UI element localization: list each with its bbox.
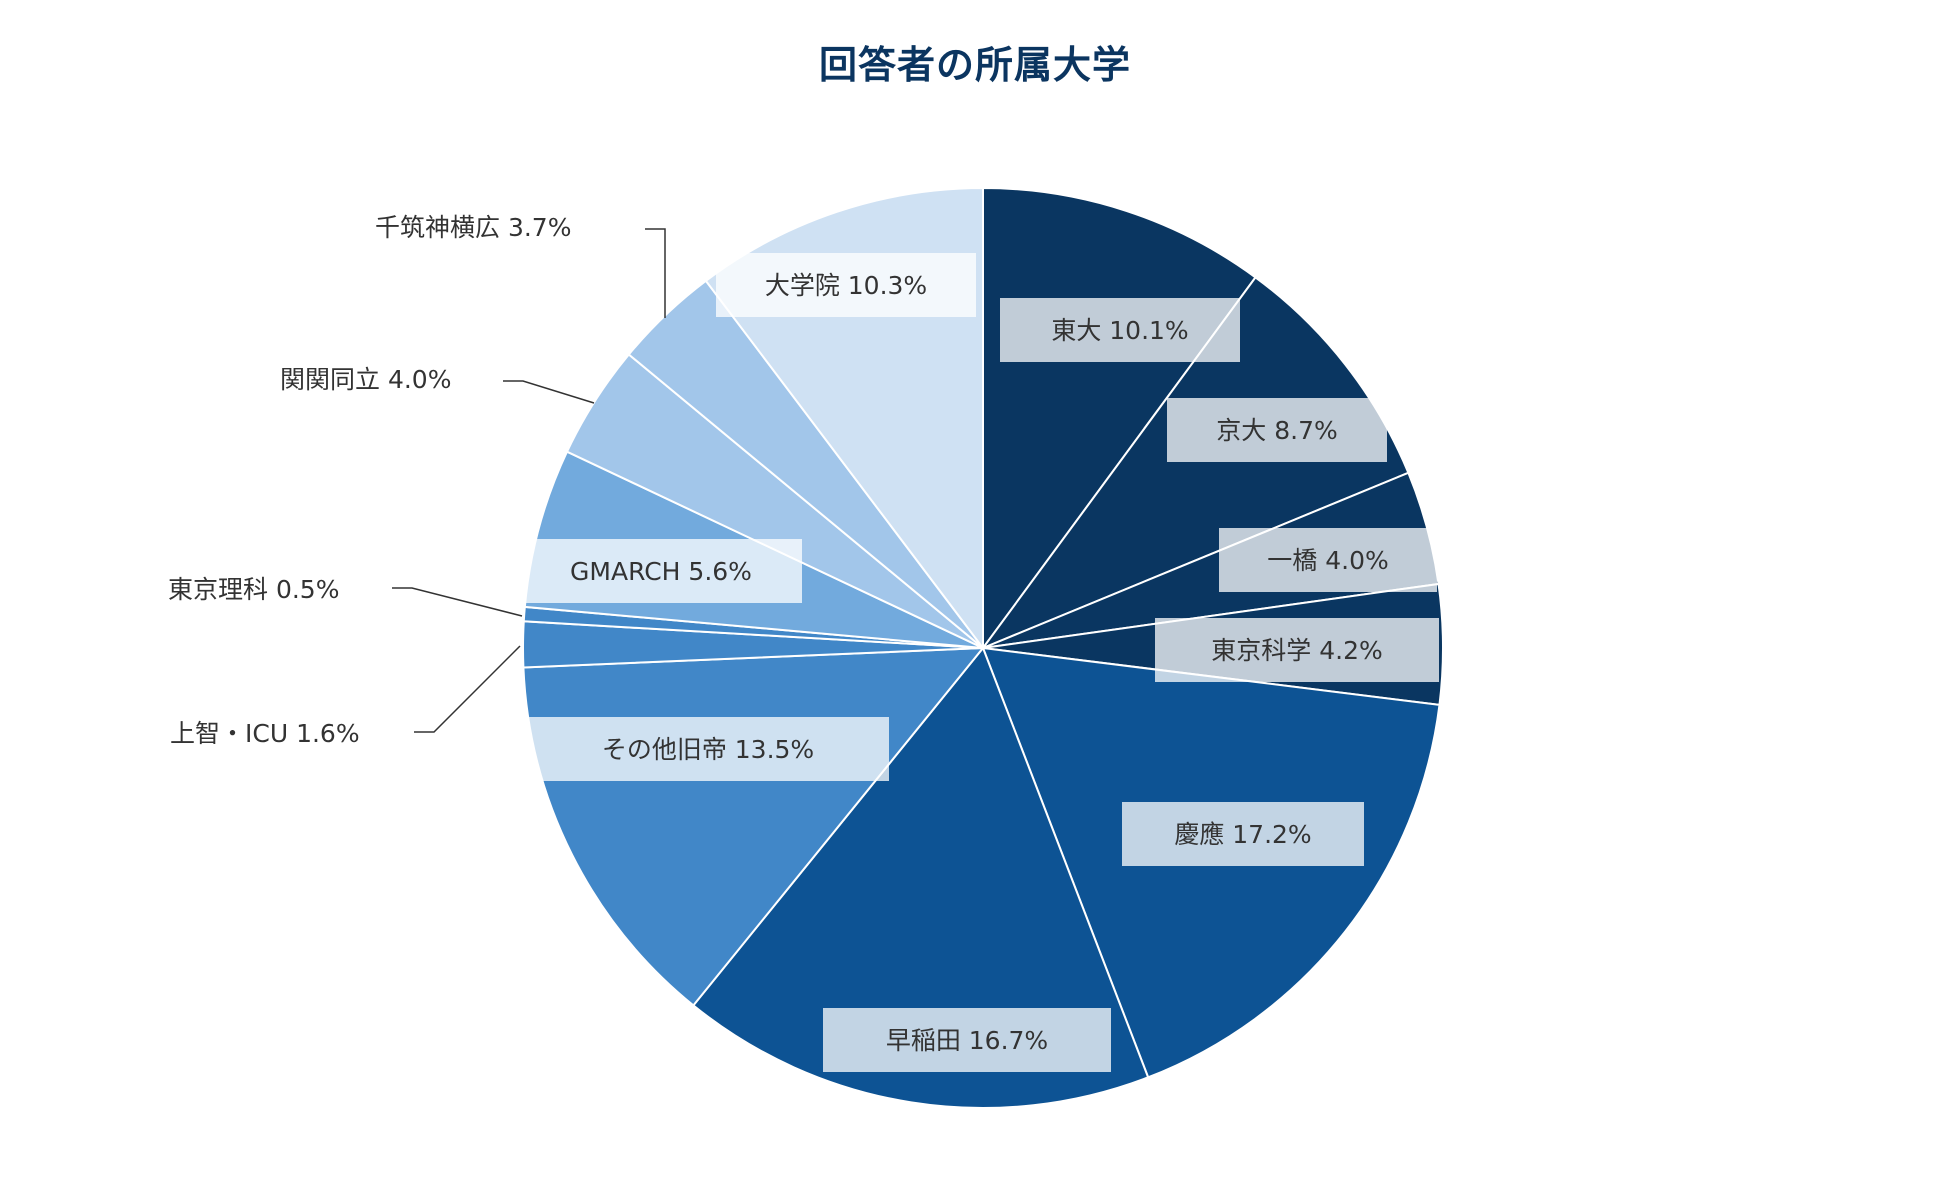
slice-label-box-10 bbox=[520, 539, 802, 603]
pie-slice-2 bbox=[980, 275, 1410, 651]
slice-label-4: 東京科学 4.2% bbox=[1211, 636, 1382, 665]
slice-label-box-5 bbox=[1122, 802, 1364, 866]
slice-label-6: 早稲田 16.7% bbox=[886, 1026, 1048, 1055]
slice-label-3: 一橋 4.0% bbox=[1267, 546, 1388, 575]
slice-labels: 東大 10.1% 京大 8.7% 一橋 4.0% 東京科学 4.2% 慶應 17.2% 早… bbox=[168, 213, 1439, 1072]
slice-label-13: 大学院 10.3% bbox=[765, 271, 927, 300]
slice-label-11: 関関同立 4.0% bbox=[280, 365, 451, 394]
slice-label-10: GMARCH 5.6% bbox=[570, 557, 752, 586]
slice-label-9: 東京理科 0.5% bbox=[168, 575, 339, 604]
slice-label-2: 京大 8.7% bbox=[1216, 416, 1337, 445]
pie-slice-6 bbox=[691, 646, 1150, 1109]
slice-label-box-13 bbox=[716, 253, 976, 317]
leader-line-9 bbox=[392, 587, 523, 617]
slice-label-7: その他旧帝 13.5% bbox=[602, 735, 814, 764]
leader-lines bbox=[392, 228, 666, 733]
slice-label-box-6 bbox=[823, 1008, 1111, 1072]
slice-label-box-1 bbox=[1000, 298, 1240, 362]
slice-label-12: 千筑神横広 3.7% bbox=[375, 213, 571, 242]
slice-label-5: 慶應 17.2% bbox=[1174, 820, 1311, 849]
slice-label-box-2 bbox=[1167, 398, 1387, 462]
slice-label-1: 東大 10.1% bbox=[1051, 316, 1188, 345]
slice-label-box-3 bbox=[1219, 528, 1437, 592]
leader-line-12 bbox=[645, 228, 666, 318]
leader-line-11 bbox=[503, 380, 595, 404]
chart-title: 回答者の所属大学 bbox=[818, 43, 1131, 87]
slice-label-box-4 bbox=[1155, 618, 1439, 682]
leader-line-8 bbox=[414, 645, 521, 733]
slice-label-8: 上智・ICU 1.6% bbox=[170, 719, 360, 748]
slice-label-box-7 bbox=[527, 717, 889, 781]
